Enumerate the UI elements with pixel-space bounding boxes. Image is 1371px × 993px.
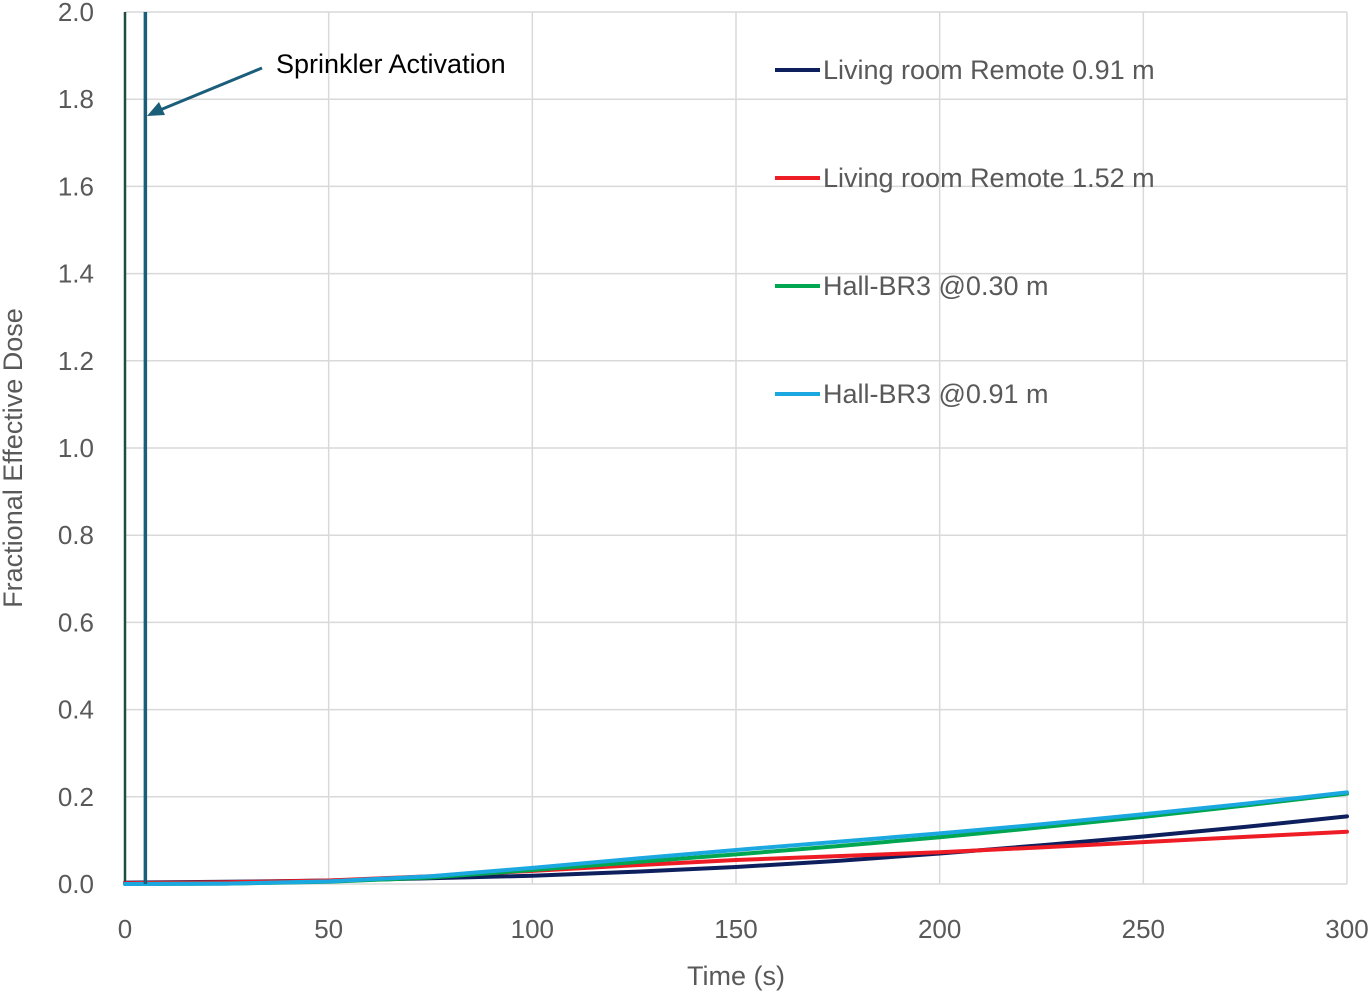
y-tick-label: 0.6: [58, 607, 94, 637]
annotation-arrow-head: [147, 102, 165, 116]
y-tick-label: 1.0: [58, 433, 94, 463]
y-tick-label: 0.4: [58, 695, 94, 725]
gridlines: [124, 11, 1348, 885]
y-tick-label: 1.6: [58, 171, 94, 201]
x-tick-labels: 0 50 100 150 200 250 300: [118, 914, 1369, 944]
x-tick-label: 200: [918, 914, 961, 944]
y-axis-title: Fractional Effective Dose: [0, 308, 28, 608]
sprinkler-marker: Sprinkler Activation: [143, 12, 506, 884]
x-tick-label: 50: [314, 914, 343, 944]
legend-label-1: Living room Remote 0.91 m: [823, 55, 1155, 85]
legend-label-4: Hall-BR3 @0.91 m: [823, 379, 1048, 409]
y-tick-label: 0.2: [58, 782, 94, 812]
plot-area: [123, 790, 1349, 886]
legend-label-2: Living room Remote 1.52 m: [823, 163, 1155, 193]
annotation-label: Sprinkler Activation: [276, 49, 506, 79]
x-tick-label: 0: [118, 914, 132, 944]
x-tick-label: 100: [511, 914, 554, 944]
y-tick-label: 0.8: [58, 520, 94, 550]
legend: Living room Remote 0.91 m Living room Rem…: [775, 55, 1155, 409]
x-tick-label: 250: [1122, 914, 1165, 944]
x-tick-label: 300: [1325, 914, 1368, 944]
series-line-4: [123, 790, 1349, 886]
legend-label-3: Hall-BR3 @0.30 m: [823, 271, 1048, 301]
y-tick-label: 1.8: [58, 84, 94, 114]
x-axis-title: Time (s): [687, 961, 785, 991]
y-tick-label: 1.2: [58, 346, 94, 376]
y-tick-label: 0.0: [58, 869, 94, 899]
annotation-arrow-shaft: [159, 66, 263, 112]
y-tick-label: 2.0: [58, 0, 94, 27]
y-tick-label: 1.4: [58, 259, 94, 289]
x-tick-label: 150: [714, 914, 757, 944]
y-tick-labels: 0.0 0.2 0.4 0.6 0.8 1.0 1.2 1.4 1.6 1.8 2.0: [58, 0, 94, 899]
